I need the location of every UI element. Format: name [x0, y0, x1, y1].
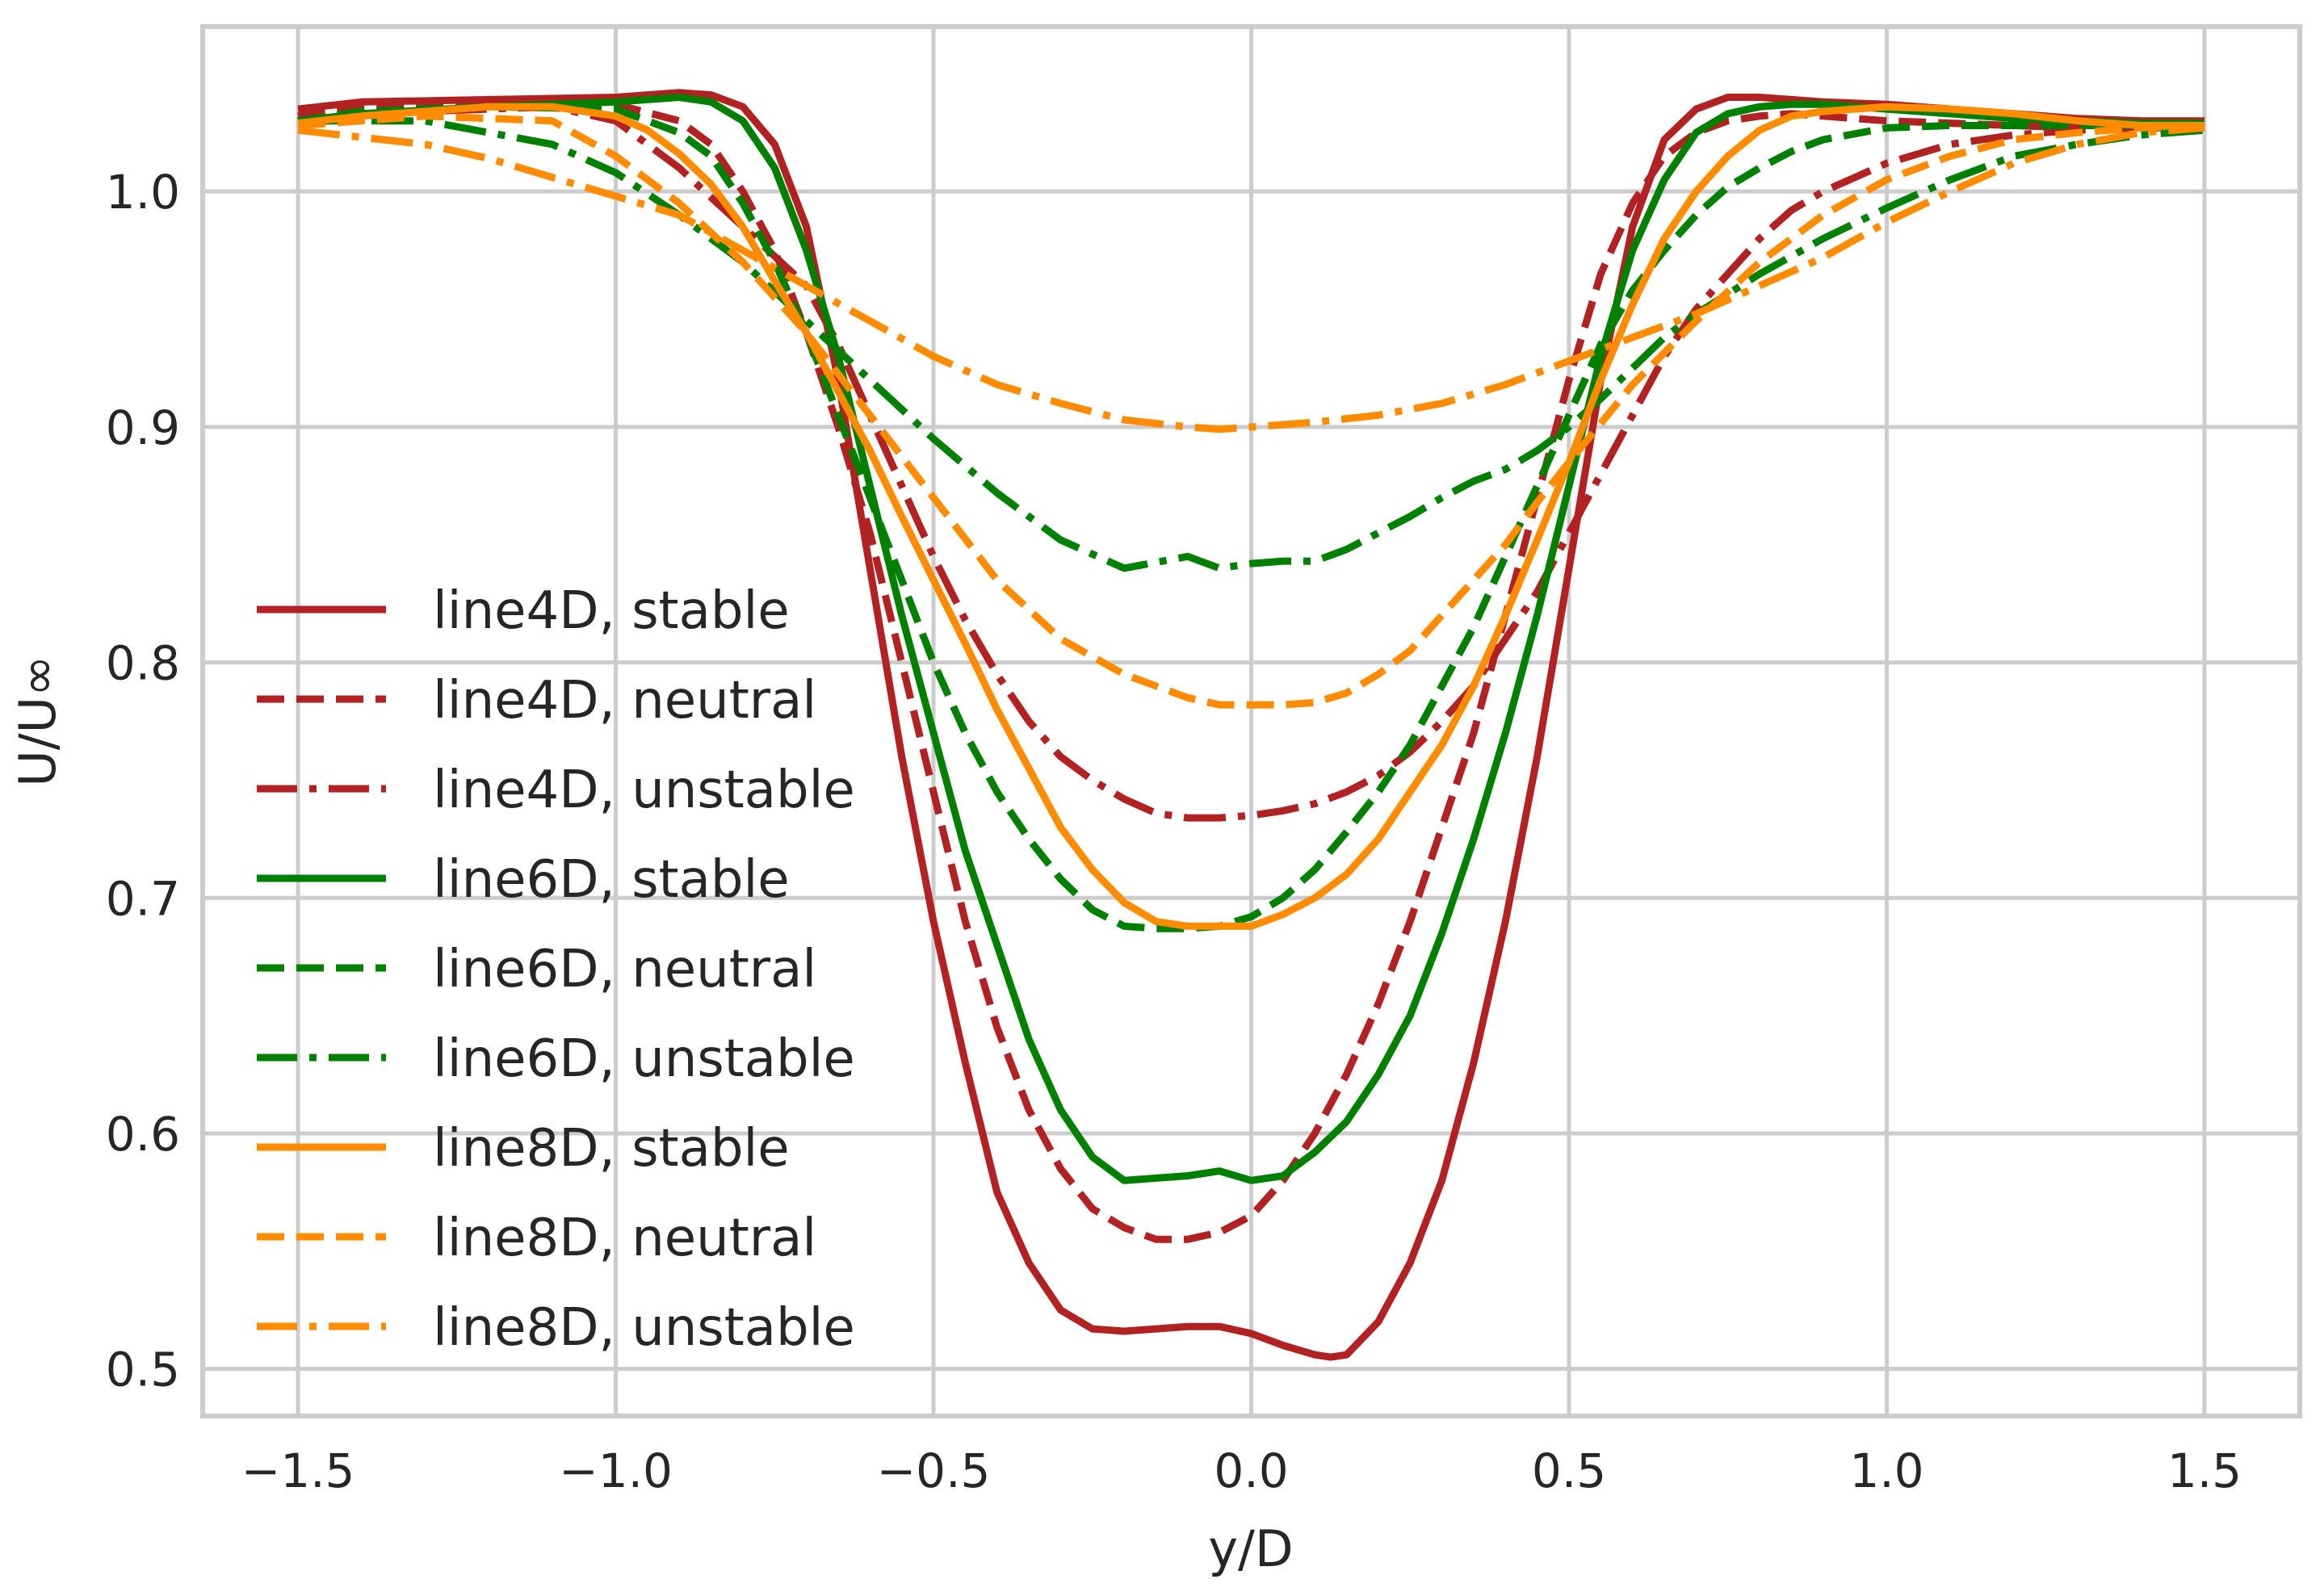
x-tick-label: 1.5	[2167, 1443, 2242, 1498]
x-tick-label: −1.5	[241, 1443, 355, 1498]
x-tick-label: 0.0	[1214, 1443, 1288, 1498]
plot-frame	[200, 24, 2302, 1418]
legend-label: line4D, stable	[433, 581, 790, 641]
y-tick-label: 0.5	[106, 1343, 180, 1397]
series-line-2	[297, 103, 2205, 822]
x-tick-label: 0.5	[1532, 1443, 1606, 1498]
x-tick-label: −0.5	[877, 1443, 991, 1498]
legend-label: line6D, neutral	[433, 940, 816, 999]
y-tick-label: 1.0	[106, 165, 180, 220]
legend-label: line6D, unstable	[433, 1029, 855, 1089]
y-tick-label: 0.9	[106, 400, 180, 455]
legend-label: line4D, unstable	[433, 760, 855, 820]
legend: line4D, stable line4D, neutral line4D, uns…	[257, 581, 855, 1358]
series-layer	[297, 89, 2205, 1361]
y-tick-label: 0.7	[106, 871, 180, 926]
grid	[203, 27, 2300, 1416]
x-axis-label: y/D	[1208, 1519, 1293, 1578]
y-axis-label: U/U∞	[8, 655, 67, 786]
series-line-7	[297, 112, 2205, 709]
legend-label: line8D, stable	[433, 1119, 790, 1179]
legend-label: line8D, unstable	[433, 1298, 855, 1358]
series-line-5	[298, 117, 2205, 572]
y-tick-label: 0.6	[106, 1107, 180, 1162]
series-line-8	[297, 124, 2205, 434]
legend-label: line4D, neutral	[433, 671, 816, 731]
series-line-6	[297, 103, 2205, 930]
x-tick-label: 1.0	[1849, 1443, 1924, 1498]
x-tick-labels: −1.5 −1.0 −0.5 0.0 0.5 1.0 1.5	[241, 1443, 2242, 1498]
legend-label: line6D, stable	[433, 850, 790, 910]
legend-label: line8D, neutral	[433, 1209, 816, 1268]
y-tick-label: 0.8	[106, 636, 180, 691]
series-line-0	[297, 89, 2205, 1361]
y-tick-labels: 0.5 0.6 0.7 0.8 0.9 1.0	[106, 165, 180, 1397]
x-tick-label: −1.0	[559, 1443, 673, 1498]
series-line-3	[297, 94, 2205, 1184]
